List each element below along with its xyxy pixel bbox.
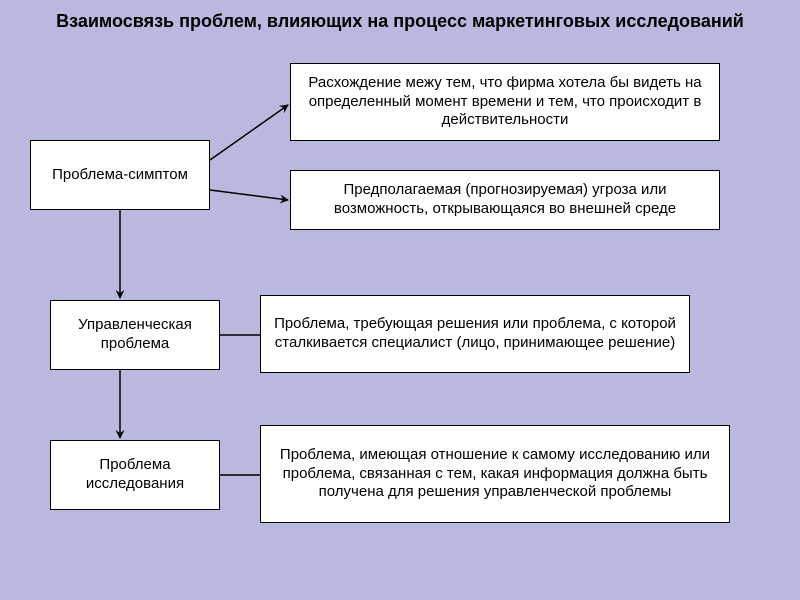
box-research: Проблема исследования <box>50 440 220 510</box>
box-managerial-desc: Проблема, требующая решения или проблема… <box>260 295 690 373</box>
box-managerial: Управленческая проблема <box>50 300 220 370</box>
box-discrepancy: Расхождение межу тем, что фирма хотела б… <box>290 63 720 141</box>
box-research-label: Проблема исследования <box>59 456 211 494</box>
box-managerial-desc-label: Проблема, требующая решения или проблема… <box>269 315 681 353</box>
diagram-title: Взаимосвязь проблем, влияющих на процесс… <box>0 10 800 33</box>
box-managerial-label: Управленческая проблема <box>59 316 211 354</box>
box-discrepancy-label: Расхождение межу тем, что фирма хотела б… <box>299 74 711 130</box>
diagram-canvas: Взаимосвязь проблем, влияющих на процесс… <box>0 0 800 600</box>
box-research-desc: Проблема, имеющая отношение к самому исс… <box>260 425 730 523</box>
box-symptom: Проблема-симптом <box>30 140 210 210</box>
box-symptom-label: Проблема-симптом <box>52 166 188 185</box>
box-threat: Предполагаемая (прогнозируемая) угроза и… <box>290 170 720 230</box>
box-research-desc-label: Проблема, имеющая отношение к самому исс… <box>269 446 721 502</box>
box-threat-label: Предполагаемая (прогнозируемая) угроза и… <box>299 181 711 219</box>
